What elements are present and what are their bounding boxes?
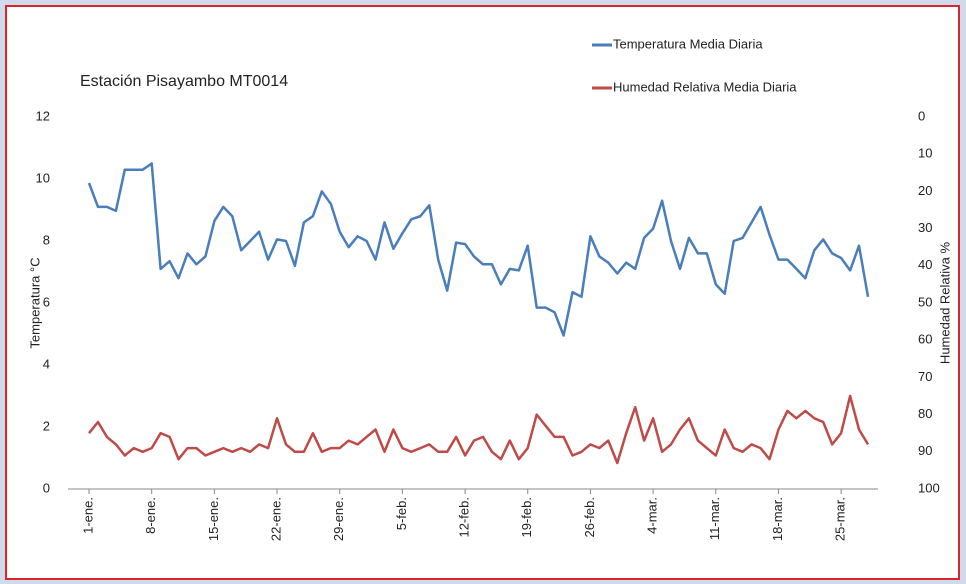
y2-tick-label: 30 <box>918 220 932 235</box>
x-tick-label: 12-feb. <box>457 497 472 537</box>
y2-tick-label: 60 <box>918 332 932 347</box>
y-axis-title: Temperatura °C <box>27 257 42 348</box>
frame <box>5 5 960 580</box>
legend-label: Temperatura Media Diaria <box>613 36 763 51</box>
x-tick-label: 8-ene. <box>143 497 158 534</box>
y-tick-label: 12 <box>36 108 50 123</box>
x-tick-label: 25-mar. <box>833 497 848 541</box>
x-tick-label: 15-ene. <box>206 497 221 541</box>
chart-title: Estación Pisayambo MT0014 <box>80 73 288 90</box>
y-tick-label: 0 <box>43 480 50 495</box>
legend-label: Humedad Relativa Media Diaria <box>613 79 797 94</box>
y2-tick-label: 0 <box>918 108 925 123</box>
y2-tick-label: 20 <box>918 183 932 198</box>
x-tick-label: 19-feb. <box>519 497 534 537</box>
y-tick-label: 6 <box>43 294 50 309</box>
x-tick-label: 26-feb. <box>582 497 597 537</box>
y2-tick-label: 40 <box>918 257 932 272</box>
x-tick-label: 18-mar. <box>770 497 785 541</box>
x-tick-label: 11-mar. <box>707 497 722 540</box>
y2-tick-label: 80 <box>918 406 932 421</box>
series-line <box>87 162 870 337</box>
y-tick-label: 4 <box>43 356 50 371</box>
y2-tick-label: 100 <box>918 480 940 495</box>
y2-tick-label: 70 <box>918 369 932 384</box>
x-tick-label: 29-ene. <box>331 497 346 541</box>
x-tick-label: 22-ene. <box>268 497 283 541</box>
x-tick-label: 5-feb. <box>394 497 409 530</box>
x-tick-label: 4-mar. <box>645 497 660 534</box>
y-tick-label: 2 <box>43 418 50 433</box>
x-tick-label: 1-ene. <box>80 497 95 534</box>
y2-axis-title: Humedad Relativa % <box>937 242 952 365</box>
y2-tick-label: 50 <box>918 294 932 309</box>
y2-tick-label: 90 <box>918 443 932 458</box>
series-line <box>88 394 870 465</box>
y-tick-label: 10 <box>36 170 50 185</box>
y2-tick-label: 10 <box>918 146 932 161</box>
y-tick-label: 8 <box>43 232 50 247</box>
